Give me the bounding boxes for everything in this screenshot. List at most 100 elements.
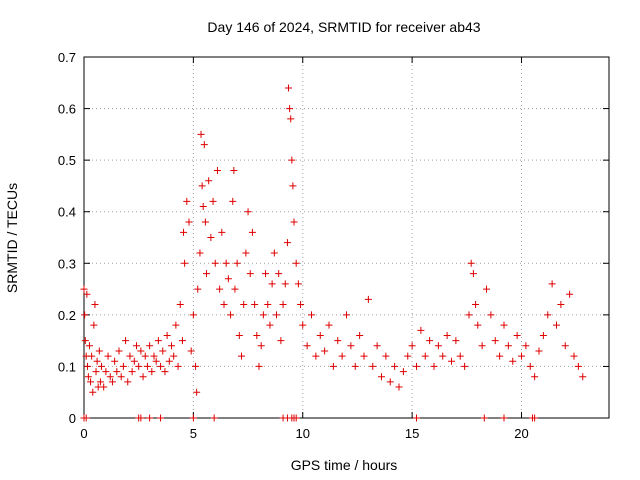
data-point [292,259,300,267]
data-point [185,218,193,226]
zero-marker [146,414,154,422]
data-point [465,311,473,319]
data-point [509,357,517,365]
zero-marker [157,414,165,422]
data-point [183,197,191,205]
data-point [233,259,241,267]
data-point [96,378,104,386]
data-point [303,342,311,350]
data-point [270,249,278,257]
data-point [81,311,89,319]
data-point [170,352,178,360]
data-point [262,270,270,278]
data-point [299,321,307,329]
data-point [285,84,293,92]
data-point [181,259,189,267]
data-point [150,352,158,360]
data-point [255,362,263,370]
data-point [100,383,108,391]
data-point [122,337,130,345]
data-series [80,84,587,422]
data-point [566,290,574,298]
data-point [230,166,238,174]
data-point [421,352,429,360]
data-point [98,362,105,370]
data-point [347,342,355,350]
data-point [430,362,438,370]
data-point [279,301,287,309]
data-point [288,156,296,164]
data-point [544,311,552,319]
data-point [557,301,565,309]
data-point [452,337,460,345]
data-point [92,368,100,376]
data-point [246,270,254,278]
data-point [373,342,381,350]
data-point [570,352,578,360]
data-point [297,301,305,309]
data-point [308,311,315,319]
data-point [518,352,525,360]
data-point [81,337,89,345]
data-point [193,388,201,396]
data-point [229,197,237,205]
data-point [496,352,504,360]
data-point [211,259,219,267]
data-point [404,352,412,360]
data-point [126,352,134,360]
data-point [174,362,182,370]
data-point [504,342,512,350]
data-point [213,166,221,174]
data-point [399,368,407,376]
data-point [386,378,394,386]
data-point [522,342,530,350]
data-point [218,228,226,236]
data-point [443,331,451,339]
data-point [478,342,486,350]
data-point [199,203,207,211]
data-point [413,362,420,370]
data-point [281,280,289,288]
data-point [456,352,464,360]
data-point [248,228,256,236]
y-tick-label: 0.4 [58,205,76,220]
x-tick-label: 0 [80,426,87,441]
data-point [137,347,145,355]
data-point [238,352,245,360]
data-point [343,311,350,319]
data-point [178,337,186,345]
data-point [286,105,294,113]
data-point [364,295,372,303]
data-point [84,373,92,381]
data-point [130,357,138,365]
data-point [287,115,295,123]
data-point [157,362,165,370]
data-point [426,337,434,345]
data-point [531,373,539,381]
data-point [106,373,114,381]
zero-marker [531,414,539,422]
data-point [231,285,239,293]
data-point [163,331,171,339]
data-point [198,182,206,190]
data-point [579,373,587,381]
x-tick-label: 15 [405,426,419,441]
data-point [146,342,154,350]
y-axis-label: SRMTID / TECUs [4,183,20,293]
data-point [483,285,490,293]
data-point [244,208,252,216]
data-point [93,357,101,365]
data-point [448,357,455,365]
data-point [259,311,267,319]
data-point [500,321,508,329]
data-point [434,342,442,350]
data-point [467,259,475,267]
data-point [200,141,208,149]
zero-marker [189,414,197,422]
data-point [197,130,205,138]
data-point [133,342,140,350]
data-point [251,301,259,309]
data-point [88,352,96,360]
data-point [95,347,103,355]
